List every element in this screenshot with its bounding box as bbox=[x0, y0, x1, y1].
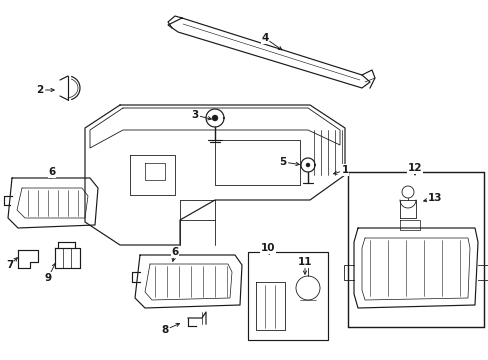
Text: 11: 11 bbox=[297, 257, 312, 267]
Text: 4: 4 bbox=[261, 33, 268, 43]
Text: 8: 8 bbox=[161, 325, 168, 335]
Text: 6: 6 bbox=[171, 247, 178, 257]
Text: 7: 7 bbox=[6, 260, 14, 270]
Bar bbox=[247, 252, 327, 340]
Text: 13: 13 bbox=[427, 193, 441, 203]
Text: 6: 6 bbox=[48, 167, 56, 177]
Circle shape bbox=[212, 115, 218, 121]
Text: 12: 12 bbox=[407, 163, 421, 173]
Text: 3: 3 bbox=[191, 110, 198, 120]
Circle shape bbox=[305, 163, 309, 167]
Bar bbox=[347, 172, 483, 327]
Text: 10: 10 bbox=[260, 243, 275, 253]
Text: 9: 9 bbox=[44, 273, 51, 283]
Text: 5: 5 bbox=[279, 157, 286, 167]
Text: 2: 2 bbox=[36, 85, 43, 95]
Text: 1: 1 bbox=[341, 165, 348, 175]
